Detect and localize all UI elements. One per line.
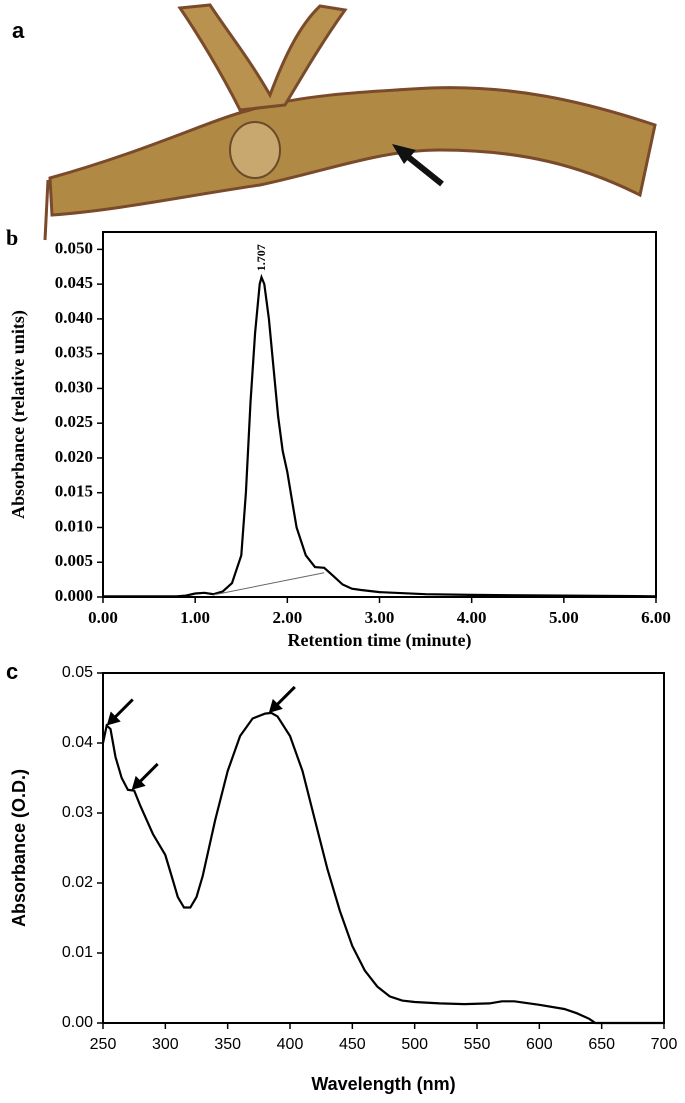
arrow-head	[106, 711, 121, 726]
hair-node	[229, 121, 281, 179]
x-tick-label: 450	[339, 1036, 366, 1053]
hair-branch	[177, 3, 348, 112]
photo: a	[12, 3, 657, 241]
x-tick-label: 550	[464, 1036, 491, 1053]
panel-label: c	[6, 659, 18, 684]
arrow-head	[268, 698, 283, 713]
x-tick-label: 300	[152, 1036, 179, 1053]
hair-shaft	[43, 86, 657, 241]
y-tick-label: 0.015	[55, 482, 93, 501]
x-axis-title: Wavelength (nm)	[311, 1074, 455, 1094]
y-tick-label: 0.050	[55, 238, 93, 257]
y-tick-label: 0.01	[62, 944, 93, 961]
peak-label: 1.707	[254, 244, 268, 271]
plot-frame	[102, 231, 657, 598]
x-tick-label: 400	[277, 1036, 304, 1053]
y-tick-label: 0.025	[55, 412, 93, 431]
x-tick-label: 0.00	[88, 608, 118, 627]
arrow	[111, 698, 134, 721]
y-tick-label: 0.02	[62, 874, 93, 891]
x-tick-label: 6.00	[641, 608, 671, 627]
y-tick-label: 0.00	[62, 1014, 93, 1031]
y-tick-label: 0.04	[62, 734, 93, 751]
x-tick-label: 1.00	[180, 608, 210, 627]
x-tick-label: 250	[90, 1036, 117, 1053]
panel-label: b	[6, 225, 18, 250]
arrow-head	[131, 775, 146, 790]
chart: c 250 300 350 400 450 500 550 600 650 700 0.00 0.01 0…	[6, 659, 677, 1094]
y-tick-label: 0.05	[62, 664, 93, 681]
y-tick-label: 0.020	[55, 447, 93, 466]
x-tick-label: 350	[214, 1036, 241, 1053]
x-tick-label: 600	[526, 1036, 553, 1053]
y-tick-label: 0.035	[55, 343, 93, 362]
plot-frame	[102, 672, 665, 1024]
data-line	[103, 273, 657, 598]
x-axis-title: Retention time (minute)	[288, 630, 472, 651]
x-tick-label: 2.00	[272, 608, 302, 627]
data-line	[101, 711, 664, 1025]
y-axis-title: Absorbance (O.D.)	[9, 769, 29, 927]
x-tick-label: 650	[588, 1036, 615, 1053]
arrow-head	[392, 144, 416, 164]
x-tick-label: 4.00	[457, 608, 487, 627]
arrow	[273, 685, 296, 708]
y-tick-label: 0.000	[55, 586, 93, 605]
x-tick-label: 3.00	[365, 608, 395, 627]
y-tick-label: 0.040	[55, 308, 93, 327]
x-tick-label: 5.00	[549, 608, 579, 627]
y-axis-title: Absorbance (relative units)	[8, 310, 29, 519]
y-tick-label: 0.005	[55, 551, 93, 570]
baseline	[213, 572, 325, 596]
y-tick-label: 0.03	[62, 804, 93, 821]
y-tick-label: 0.045	[55, 273, 93, 292]
y-tick-label: 0.010	[55, 516, 93, 535]
panel-label: a	[12, 18, 25, 43]
x-tick-label: 500	[401, 1036, 428, 1053]
y-tick-label: 0.030	[55, 377, 93, 396]
arrow	[136, 762, 159, 785]
chart: b 0.00 1.00 2.00 3.00 4.00 5.00 6.00 0.000 0.005 0…	[6, 225, 671, 651]
x-tick-label: 700	[651, 1036, 678, 1053]
